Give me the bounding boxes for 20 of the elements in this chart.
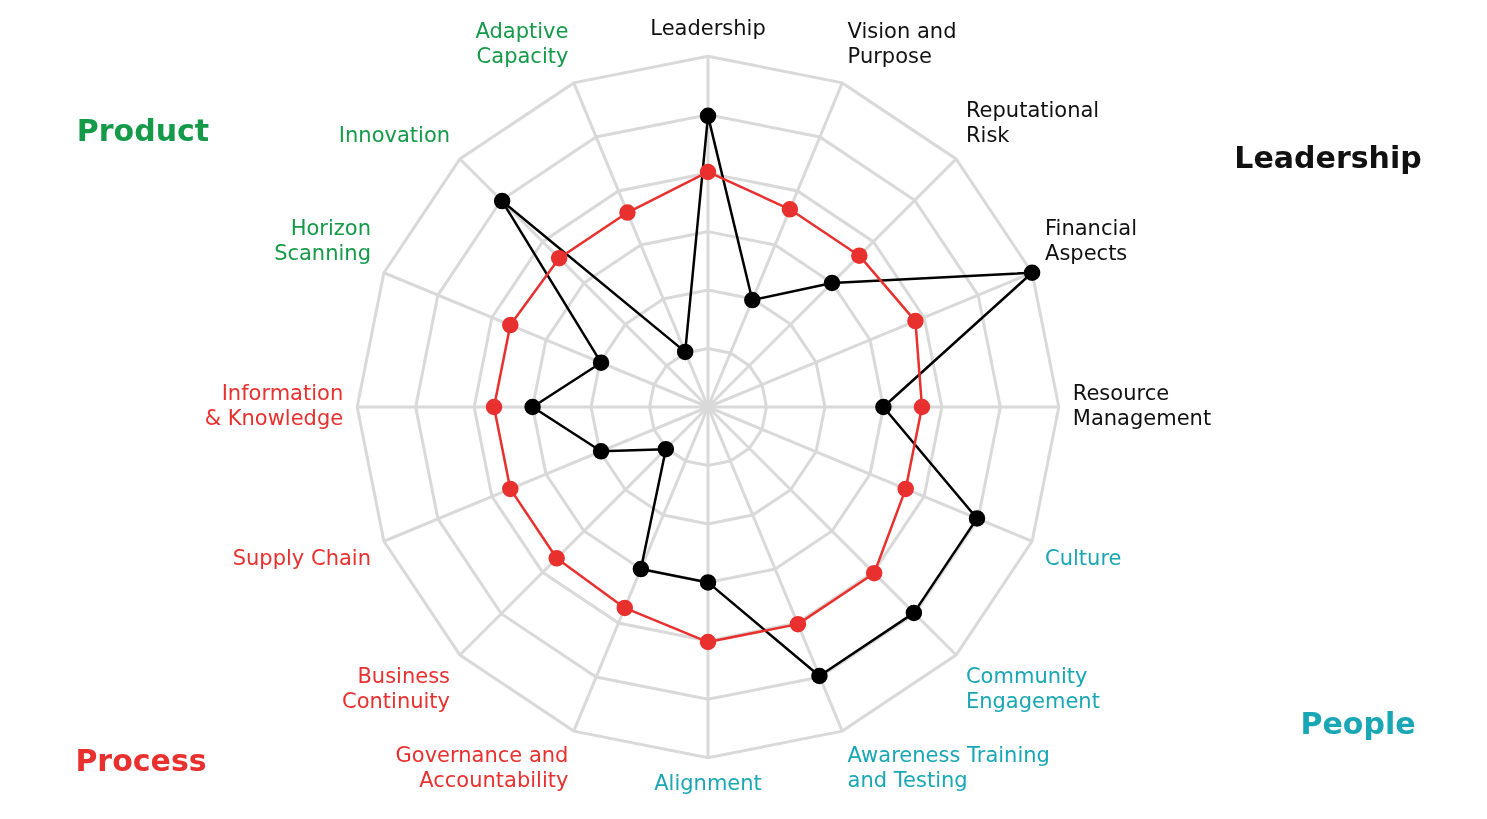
spoke-label: Resource Management xyxy=(1072,380,1212,431)
spoke-label: Innovation xyxy=(338,122,451,147)
spoke-label: Culture xyxy=(1045,545,1122,570)
spoke-label: Horizon Scanning xyxy=(274,216,371,266)
spoke-label: Governance and Accountability xyxy=(395,743,569,793)
text: Product xyxy=(76,112,210,148)
spoke-label: Adaptive Capacity xyxy=(475,18,569,68)
text: People xyxy=(1300,705,1416,741)
text: Leadership xyxy=(1234,139,1422,175)
spoke-label: Information & Knowledge xyxy=(204,380,344,431)
spoke-label: Community Engagement xyxy=(965,664,1100,714)
spoke-label: Reputational Risk xyxy=(965,97,1100,147)
spoke-label: Alignment xyxy=(654,770,762,795)
text: Process xyxy=(75,742,207,778)
spoke-label: Awareness Training and Testing xyxy=(847,743,1050,793)
spoke-label: Business Continuity xyxy=(342,664,451,714)
spoke-label: Financial Aspects xyxy=(1045,216,1137,266)
spoke-label: Vision and Purpose xyxy=(847,18,957,68)
spoke-label: Supply Chain xyxy=(232,545,371,570)
spoke-label: Leadership xyxy=(650,16,766,41)
